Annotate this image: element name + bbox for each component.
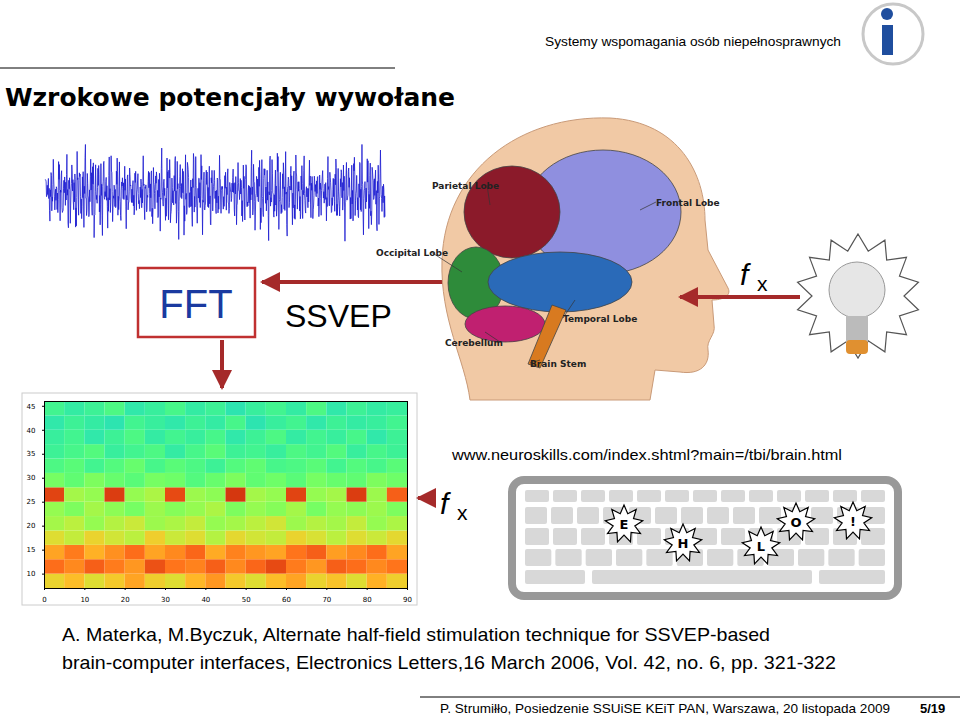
svg-text:80: 80	[363, 596, 372, 602]
svg-text:Frontal Lobe: Frontal Lobe	[656, 198, 720, 208]
svg-text:50: 50	[242, 596, 251, 602]
svg-text:90: 90	[403, 596, 412, 602]
svg-text:P. Strumiłło, Posiedzenie SSUi: P. Strumiłło, Posiedzenie SSUiSE KEiT PA…	[440, 701, 890, 716]
svg-text:Temporal Lobe: Temporal Lobe	[563, 314, 637, 324]
svg-text:30: 30	[27, 474, 36, 482]
svg-text:45: 45	[27, 403, 36, 411]
svg-text:FFT: FFT	[159, 282, 232, 326]
svg-text:A. Materka, M.Byczuk, Alternat: A. Materka, M.Byczuk, Alternate half-fie…	[62, 624, 770, 645]
svg-text:f: f	[440, 487, 451, 520]
svg-text:O: O	[790, 515, 801, 530]
svg-text:20: 20	[27, 522, 36, 530]
svg-text:35: 35	[27, 450, 36, 458]
svg-text:SSVEP: SSVEP	[285, 298, 392, 334]
svg-text:40: 40	[27, 427, 36, 435]
svg-text:30: 30	[161, 596, 170, 602]
svg-text:15: 15	[27, 546, 36, 554]
svg-text:10: 10	[27, 570, 36, 578]
svg-text:60: 60	[282, 596, 291, 602]
svg-text:Systemy wspomagania osób niepe: Systemy wspomagania osób niepełnosprawny…	[545, 34, 841, 49]
svg-text:E: E	[620, 517, 629, 532]
svg-text:L: L	[757, 539, 765, 554]
svg-text:f: f	[740, 258, 751, 291]
svg-text:10: 10	[80, 596, 89, 602]
svg-text:70: 70	[322, 596, 331, 602]
svg-text:x: x	[457, 501, 468, 524]
svg-text:!: !	[850, 514, 856, 529]
svg-text:25: 25	[27, 498, 36, 506]
svg-text:Parietal Lobe: Parietal Lobe	[432, 181, 499, 191]
svg-text:brain-computer interfaces, Ele: brain-computer interfaces, Electronics L…	[62, 652, 836, 673]
svg-text:0: 0	[42, 596, 46, 602]
svg-text:Brain Stem: Brain Stem	[530, 359, 586, 369]
svg-text:Cerebellum: Cerebellum	[445, 338, 503, 348]
svg-text:Wzrokowe potencjały wywołane: Wzrokowe potencjały wywołane	[5, 84, 455, 112]
svg-text:H: H	[678, 536, 689, 551]
svg-text:5/19: 5/19	[920, 701, 945, 716]
svg-text:20: 20	[121, 596, 130, 602]
svg-text:x: x	[757, 272, 768, 295]
svg-text:Occipital Lobe: Occipital Lobe	[376, 248, 448, 258]
svg-text:www.neuroskills.com/index.shtm: www.neuroskills.com/index.shtml?main=/tb…	[451, 446, 842, 463]
svg-text:40: 40	[201, 596, 210, 602]
